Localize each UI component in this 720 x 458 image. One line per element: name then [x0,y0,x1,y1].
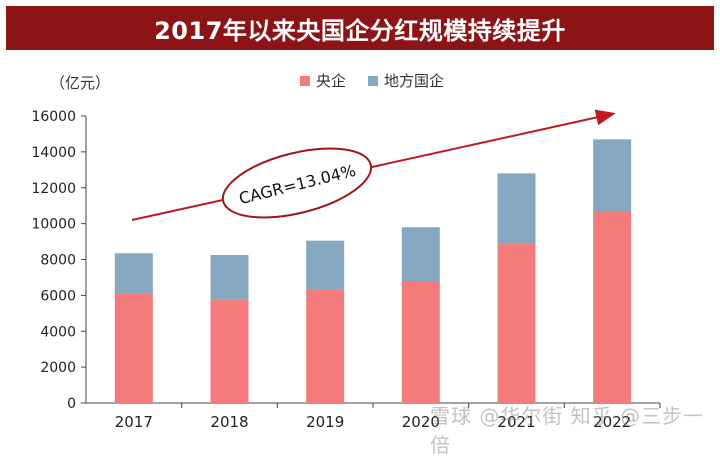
x-tick-label: 2020 [402,413,440,431]
bar-central-2020 [401,281,440,403]
title-banner: 2017年以来央国企分红规模持续提升 [0,0,720,58]
y-tick-label: 8000 [40,253,76,269]
y-tick-label: 16000 [31,109,76,125]
legend-swatch-central [300,75,310,86]
y-tick-label: 4000 [40,324,76,340]
bar-central-2018 [210,299,249,403]
bar-central-2021 [497,243,536,403]
x-tick-label: 2017 [115,413,153,431]
bar-local-2018 [210,255,249,300]
chart-title: 2017年以来央国企分红规模持续提升 [154,16,566,45]
y-tick-label: 14000 [31,145,76,161]
y-tick-label: 0 [67,396,76,412]
x-tick-label: 2018 [210,413,248,431]
bar-central-2017 [114,293,153,403]
title-bar: 2017年以来央国企分红规模持续提升 [6,6,714,50]
bar-local-2022 [593,139,632,212]
x-tick-label: 2019 [306,413,344,431]
bar-central-2022 [593,211,632,403]
cagr-ellipse [221,147,373,219]
legend-label-central: 央企 [316,72,347,90]
bar-local-2017 [114,253,153,294]
legend-item-local: 地方国企 [368,70,444,91]
bar-local-2020 [401,227,440,282]
y-tick-label: 12000 [31,181,76,197]
bar-local-2021 [497,173,536,244]
x-tick-label: 2022 [593,413,631,431]
legend-item-central: 央企 [300,70,346,91]
legend-label-local: 地方国企 [384,72,445,90]
y-tick-label: 10000 [31,217,76,233]
watermark: 雪球 @华尔街 知乎 @三步一倍 [430,404,705,457]
y-tick-label: 6000 [40,288,76,304]
x-tick-label: 2021 [497,413,535,431]
y-tick-label: 2000 [40,360,76,376]
legend: 央企 地方国企 [300,70,466,91]
bar-central-2019 [306,289,345,403]
legend-swatch-local [368,75,379,86]
y-axis-unit-label: （亿元） [50,74,111,92]
bar-local-2019 [306,240,345,290]
stacked-bar-chart: 0 2000 4000 6000 8000 10000 12000 14000 16000 201… [31,109,661,431]
